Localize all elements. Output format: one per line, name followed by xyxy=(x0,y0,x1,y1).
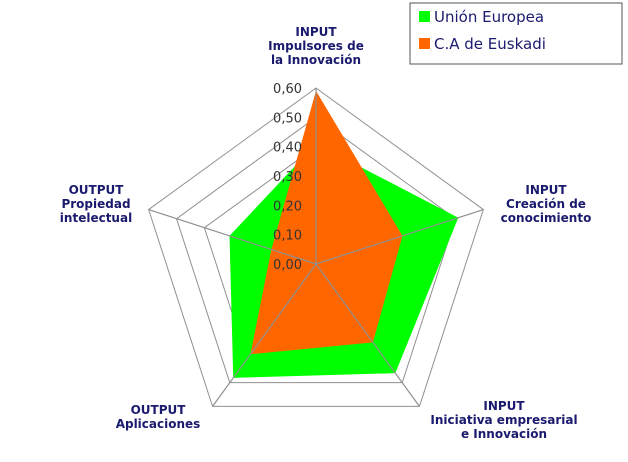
axis-label-0: INPUT Impulsores de la Innovación xyxy=(268,25,364,67)
legend-label-1: C.A de Euskadi xyxy=(434,35,546,53)
spoke-2 xyxy=(315,263,420,407)
legend-label-0: Unión Europea xyxy=(434,8,544,26)
axis-label-4: OUTPUT Propiedad intelectual xyxy=(60,183,132,225)
grid-ring-6 xyxy=(148,87,484,407)
radar-spokes xyxy=(148,88,484,407)
axis-label-1: INPUT Creación de conocimiento xyxy=(501,183,592,225)
axis-label-3: OUTPUT Aplicaciones xyxy=(116,403,201,431)
tick-label-5: 0,50 xyxy=(273,111,302,126)
legend: Unión Europea C.A de Euskadi xyxy=(409,2,623,65)
series-areas xyxy=(229,90,459,378)
tick-label-0: 0,00 xyxy=(273,258,302,273)
axis-labels: INPUT Impulsores de la Innovación INPUT Crea… xyxy=(60,25,592,441)
legend-box xyxy=(409,2,623,65)
legend-swatch-1 xyxy=(419,38,430,49)
axis-label-2: INPUT Iniciativa empresarial e Innovación xyxy=(430,399,577,441)
tick-label-1: 0,10 xyxy=(273,229,302,244)
legend-swatch-0 xyxy=(419,11,430,22)
grid-ring-5 xyxy=(175,116,457,384)
tick-label-6: 0,60 xyxy=(273,82,302,97)
tick-label-2: 0,20 xyxy=(273,199,302,214)
tick-labels: 0,00 0,10 0,20 0,30 0,40 0,50 0,60 xyxy=(273,82,302,273)
spoke-1 xyxy=(315,209,484,265)
series-area-1 xyxy=(250,90,403,355)
spoke-4 xyxy=(148,209,317,265)
tick-label-4: 0,40 xyxy=(273,141,302,156)
tick-label-3: 0,30 xyxy=(273,170,302,185)
spoke-3 xyxy=(212,263,317,407)
